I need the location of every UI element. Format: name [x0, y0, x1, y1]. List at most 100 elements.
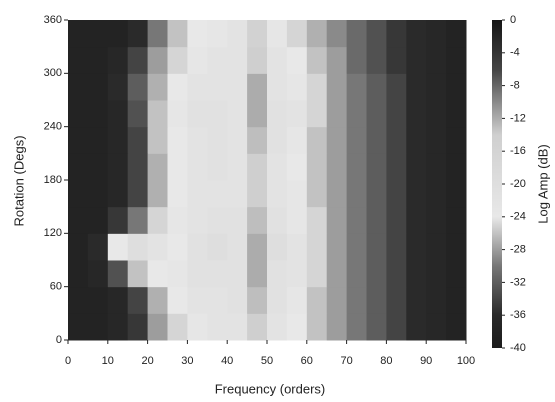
heatmap-cell	[426, 100, 447, 128]
heatmap-cell	[68, 126, 89, 154]
heatmap-cell	[68, 180, 89, 208]
heatmap-cell	[286, 313, 308, 341]
heatmap-cell	[306, 206, 328, 234]
colorbar-tick-label: -32	[510, 276, 526, 288]
y-axis-label: Rotation (Degs)	[11, 135, 26, 226]
heatmap-cell	[68, 46, 89, 74]
heatmap-cell	[406, 126, 427, 154]
heatmap-cell	[107, 20, 129, 48]
heatmap-cell	[167, 260, 188, 288]
heatmap-cell	[127, 260, 149, 288]
heatmap-cell	[107, 126, 129, 154]
heatmap-cell	[426, 286, 447, 314]
heatmap-cell	[406, 20, 427, 48]
heatmap-cell	[187, 286, 208, 314]
heatmap-cell	[127, 73, 149, 101]
heatmap-cell	[147, 73, 168, 101]
heatmap-cell	[326, 313, 348, 341]
heatmap-cell	[68, 100, 89, 128]
x-tick-label: 30	[181, 355, 193, 367]
heatmap-cell	[446, 46, 467, 74]
heatmap-cell	[227, 233, 248, 261]
heatmap-cell	[187, 153, 208, 181]
heatmap-cell	[286, 126, 308, 154]
heatmap-cell	[346, 206, 367, 234]
heatmap-cell	[267, 20, 288, 48]
y-tick-label: 60	[50, 281, 62, 293]
heatmap-cell	[87, 233, 109, 261]
heatmap-cell	[107, 233, 129, 261]
heatmap-cell	[187, 73, 208, 101]
heatmap-cell	[227, 206, 248, 234]
heatmap-cell	[267, 233, 288, 261]
heatmap-cell	[267, 100, 288, 128]
heatmap-cell	[127, 126, 149, 154]
colorbar-tick-label: -20	[510, 178, 526, 190]
heatmap-cell	[207, 260, 228, 288]
heatmap-cell	[326, 233, 348, 261]
heatmap-cell	[366, 73, 387, 101]
heatmap-cell	[306, 180, 328, 208]
heatmap-cell	[227, 313, 248, 341]
heatmap-cell	[326, 20, 348, 48]
heatmap-cell	[247, 233, 268, 261]
heatmap-cell	[446, 20, 467, 48]
heatmap-cell	[247, 73, 268, 101]
y-tick-label: 120	[44, 227, 62, 239]
heatmap-cell	[326, 126, 348, 154]
heatmap-cell	[386, 126, 407, 154]
heatmap-cell	[267, 206, 288, 234]
heatmap-cell	[346, 100, 367, 128]
heatmap-cell	[446, 73, 467, 101]
heatmap-cell	[306, 20, 328, 48]
heatmap-cell	[406, 313, 427, 341]
heatmap-cell	[167, 126, 188, 154]
heatmap-cell	[286, 260, 308, 288]
heatmap-cell	[107, 286, 129, 314]
heatmap-cell	[147, 46, 168, 74]
heatmap-cell	[127, 46, 149, 74]
heatmap-cell	[306, 260, 328, 288]
heatmap-cell	[326, 206, 348, 234]
x-tick-label: 90	[420, 355, 432, 367]
heatmap-cell	[147, 260, 168, 288]
heatmap-cell	[127, 100, 149, 128]
heatmap-cell	[87, 20, 109, 48]
heatmap-cell	[207, 233, 228, 261]
heatmap-cell	[426, 126, 447, 154]
heatmap-cell	[87, 313, 109, 341]
heatmap-cell	[227, 180, 248, 208]
heatmap-cell	[446, 153, 467, 181]
heatmap-cell	[227, 46, 248, 74]
heatmap-cell	[426, 20, 447, 48]
heatmap-cell	[267, 286, 288, 314]
x-tick-label: 10	[102, 355, 114, 367]
heatmap-cell	[286, 180, 308, 208]
heatmap-cell	[406, 286, 427, 314]
heatmap-cell	[426, 180, 447, 208]
heatmap-cell	[446, 100, 467, 128]
heatmap-cell	[227, 286, 248, 314]
heatmap-cell	[87, 46, 109, 74]
heatmap-cell	[326, 180, 348, 208]
x-tick-label: 100	[457, 355, 475, 367]
heatmap-cell	[446, 206, 467, 234]
heatmap-cell	[68, 73, 89, 101]
heatmap-cell	[147, 206, 168, 234]
heatmap-cell	[326, 100, 348, 128]
heatmap-cell	[267, 73, 288, 101]
heatmap-cell	[167, 180, 188, 208]
heatmap-cell	[167, 46, 188, 74]
heatmap-cell	[306, 233, 328, 261]
heatmap-cell	[386, 20, 407, 48]
heatmap-cell	[247, 286, 268, 314]
heatmap-cell	[446, 233, 467, 261]
heatmap-cell	[227, 20, 248, 48]
heatmap-cell	[286, 100, 308, 128]
heatmap-cell	[167, 286, 188, 314]
heatmap-cell	[366, 20, 387, 48]
heatmap-cell	[286, 286, 308, 314]
heatmap-cell	[386, 260, 407, 288]
heatmap-cell	[207, 20, 228, 48]
heatmap-cell	[147, 126, 168, 154]
